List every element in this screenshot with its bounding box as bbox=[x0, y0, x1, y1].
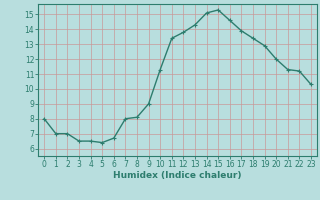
X-axis label: Humidex (Indice chaleur): Humidex (Indice chaleur) bbox=[113, 171, 242, 180]
